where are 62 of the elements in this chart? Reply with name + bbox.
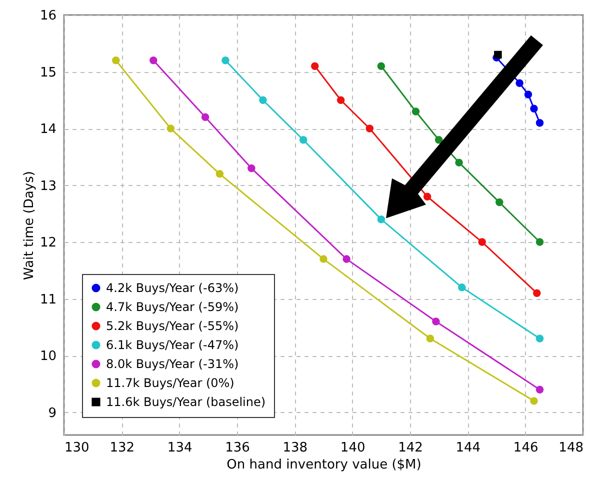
- x-tick-label: 130: [64, 440, 90, 456]
- point: [222, 56, 230, 64]
- y-tick-label: 15: [40, 65, 56, 80]
- x-tick-label: 144: [456, 440, 481, 456]
- point: [530, 104, 538, 113]
- y-tick-label: 12: [40, 236, 56, 251]
- point: [248, 164, 256, 172]
- point: [377, 215, 386, 224]
- point: [455, 158, 463, 166]
- x-tick-label: 146: [513, 440, 538, 456]
- x-tick-label: 134: [167, 440, 192, 456]
- x-tick-label: 142: [398, 440, 423, 456]
- point: [434, 136, 443, 144]
- y-tick-label: 11: [40, 292, 56, 308]
- point: [150, 56, 158, 64]
- legend-label: 4.2k Buys/Year (-63%): [106, 281, 239, 295]
- point: [494, 50, 502, 59]
- point: [524, 90, 532, 98]
- y-tick-label: 16: [40, 8, 56, 24]
- y-tick-label: 14: [40, 122, 56, 138]
- point: [342, 255, 350, 263]
- point: [432, 318, 440, 326]
- point: [516, 79, 524, 87]
- legend-label: 8.0k Buys/Year (-31%): [106, 357, 239, 371]
- y-tick-label: 9: [48, 406, 56, 421]
- legend-label: 5.2k Buys/Year (-55%): [106, 319, 239, 333]
- point: [412, 108, 420, 116]
- point: [299, 136, 308, 144]
- point: [366, 124, 374, 132]
- x-axis-title: On hand inventory value ($M): [226, 458, 422, 472]
- point: [423, 192, 432, 200]
- point: [216, 170, 224, 178]
- point: [201, 113, 210, 122]
- legend-label: 4.7k Buys/Year (-59%): [106, 300, 239, 314]
- point: [536, 334, 544, 342]
- point: [377, 62, 386, 70]
- point: [536, 118, 544, 127]
- y-tick-label: 13: [40, 178, 56, 194]
- point: [536, 238, 544, 246]
- legend-label: 6.1k Buys/Year (-47%): [106, 338, 239, 352]
- x-tick-label: 132: [110, 440, 135, 456]
- point: [458, 284, 466, 292]
- x-tick-label: 148: [558, 440, 584, 456]
- x-tick-label: 138: [282, 440, 308, 456]
- point: [336, 96, 345, 104]
- point: [310, 62, 319, 70]
- x-tick-label: 140: [340, 440, 366, 456]
- point: [426, 334, 434, 342]
- point: [536, 386, 544, 394]
- point: [259, 96, 267, 104]
- point: [166, 124, 175, 132]
- point: [112, 56, 120, 64]
- point: [320, 255, 328, 263]
- x-tick-label: 136: [225, 440, 250, 456]
- y-axis-title: Wait time (Days): [22, 171, 37, 280]
- legend-label: 11.7k Buys/Year (0%): [106, 376, 234, 390]
- y-tick-label: 10: [40, 349, 56, 364]
- point: [496, 198, 504, 206]
- point: [530, 397, 538, 405]
- point: [532, 289, 541, 297]
- point: [478, 238, 486, 246]
- legend-label: 11.6k Buys/Year (baseline): [106, 395, 266, 409]
